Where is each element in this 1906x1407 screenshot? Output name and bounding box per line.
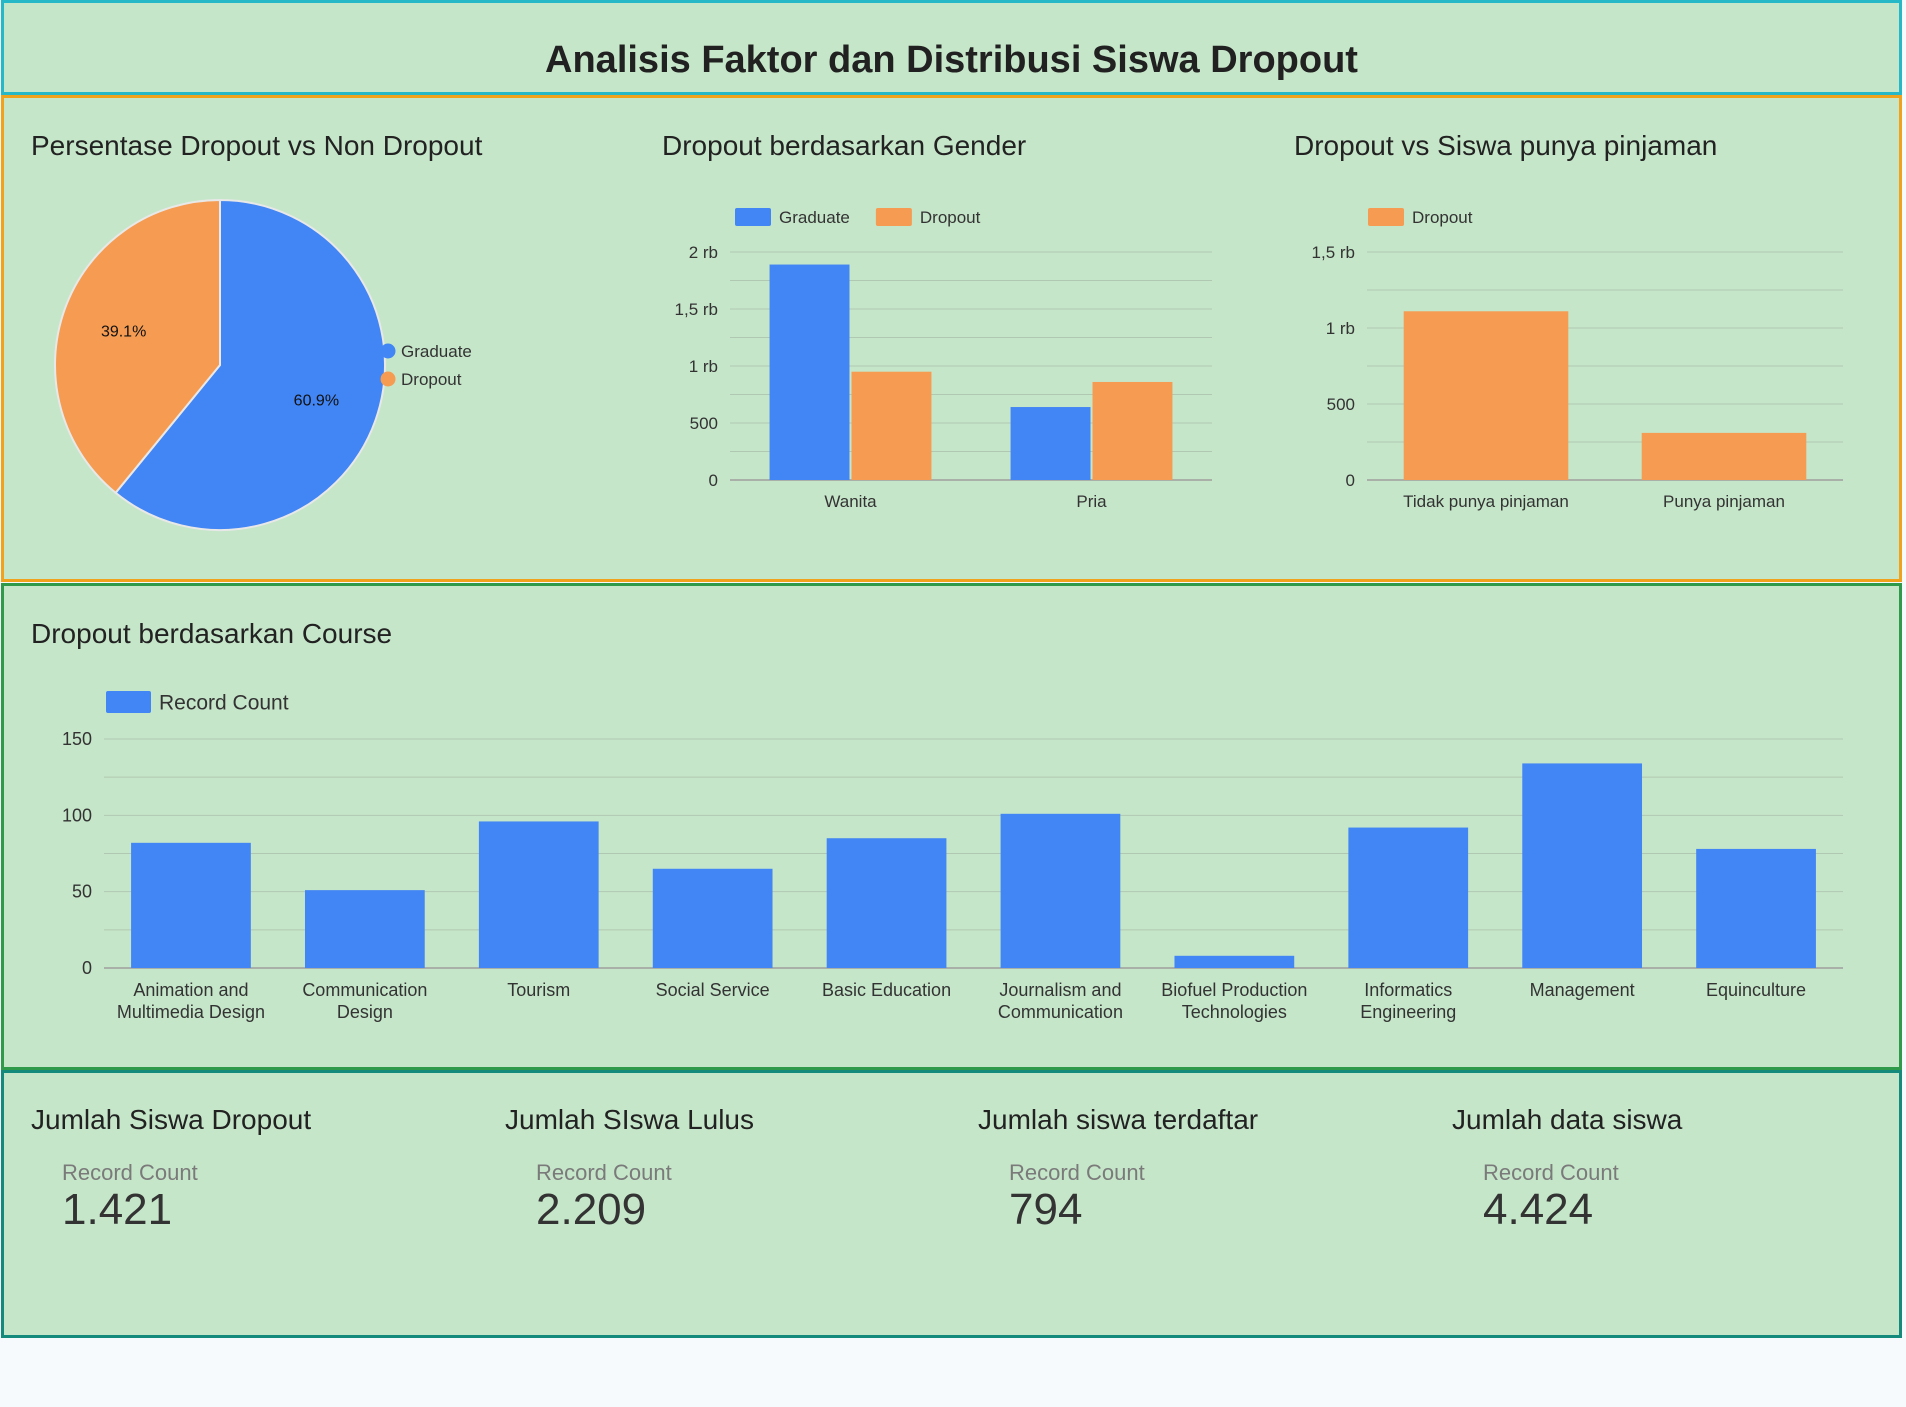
pie-legend-marker-dropout (380, 371, 396, 387)
pie-legend-label-dropout: Dropout (401, 370, 462, 389)
pie-slice-graduate (114, 198, 386, 531)
title-panel: Analisis Faktor dan Distribusi Siswa Dro… (1, 0, 1902, 95)
pie-label-graduate: 60.9% (294, 392, 339, 409)
bar-record-count-journalism-and-communication (1000, 813, 1121, 968)
bar-record-count-animation-and-multimedia-design (131, 842, 251, 968)
x-tick-label: Animation and (133, 980, 248, 1000)
scorecard-dropout-title: Jumlah Siswa Dropout (31, 1104, 312, 1135)
loan-bar-chart[interactable]: 0 500 1 rb 1,5 rb Tidak punya pinjaman Punya … (0, 0, 1906, 560)
x-tick-label: Communication (998, 1002, 1123, 1022)
bar-record-count-tourism (478, 821, 599, 968)
page-title: Analisis Faktor dan Distribusi Siswa Dro… (545, 39, 1358, 81)
x-tick-label: Communication (302, 980, 427, 1000)
legend-marker-dropout (1368, 208, 1404, 226)
y-tick-label: 0 (82, 958, 92, 978)
pie-legend-marker-graduate (380, 343, 396, 359)
x-tick-label: Multimedia Design (117, 1002, 265, 1022)
bar-dropout-punya-pinjaman (1641, 432, 1807, 480)
pie-legend-label-graduate: Graduate (401, 342, 472, 361)
pie-chart[interactable]: 60.9% 39.1% Graduate Dropout (0, 0, 620, 560)
x-tick-label: Management (1530, 980, 1635, 1000)
legend-label-dropout: Dropout (1412, 208, 1473, 227)
x-tick-label: Punya pinjaman (1663, 492, 1785, 511)
x-tick-label: Biofuel Production (1161, 980, 1307, 1000)
loan-chart-title: Dropout vs Siswa punya pinjaman (1294, 130, 1718, 161)
y-tick-label: 1 rb (689, 357, 718, 376)
bar-record-count-biofuel-production-technologies (1174, 955, 1295, 968)
x-tick-label: Design (337, 1002, 393, 1022)
bar-record-count-communication-design (304, 890, 425, 968)
legend-marker-graduate (735, 208, 771, 226)
x-tick-label: Technologies (1182, 1002, 1287, 1022)
bar-graduate-pria (1010, 407, 1091, 480)
y-tick-label: 100 (62, 805, 92, 825)
x-tick-label: Informatics (1364, 980, 1452, 1000)
pie-slice-dropout (54, 198, 221, 495)
legend-label-record-count: Record Count (159, 692, 289, 715)
x-tick-label: Engineering (1360, 1002, 1456, 1022)
scorecard-enrolled-title: Jumlah siswa terdaftar (978, 1104, 1259, 1135)
legend-marker-dropout (875, 208, 912, 226)
x-tick-label: Wanita (824, 492, 877, 511)
legend-marker-record-count (106, 691, 151, 713)
y-tick-label: 500 (1327, 395, 1355, 414)
y-tick-label: 50 (72, 882, 92, 902)
scorecard-total-title: Jumlah data siswa (1452, 1104, 1683, 1135)
x-tick-label: Social Service (656, 980, 770, 1000)
bar-dropout-wanita (851, 371, 932, 480)
bar-dropout-pria (1092, 381, 1173, 480)
y-tick-label: 500 (690, 414, 718, 433)
bar-record-count-basic-education (826, 838, 947, 968)
gender-chart-title: Dropout berdasarkan Gender (662, 130, 1027, 161)
scorecard-graduate-label: Record Count (536, 1160, 672, 1185)
y-tick-label: 1,5 rb (675, 300, 718, 319)
scorecard-enrolled-label: Record Count (1009, 1160, 1145, 1185)
y-tick-label: 150 (62, 729, 92, 749)
course-chart-title: Dropout berdasarkan Course (31, 618, 393, 649)
y-tick-label: 0 (1346, 471, 1355, 490)
bar-record-count-equinculture (1696, 848, 1816, 968)
x-tick-label: Pria (1076, 492, 1107, 511)
bar-record-count-social-service (652, 868, 773, 968)
x-tick-label: Basic Education (822, 980, 951, 1000)
scorecard-total-value: 4.424 (1483, 1185, 1594, 1234)
pie-chart-title: Persentase Dropout vs Non Dropout (31, 130, 483, 161)
bar-record-count-informatics-engineering (1348, 827, 1469, 968)
pie-label-dropout: 39.1% (101, 324, 146, 341)
bar-dropout-tidak-punya-pinjaman (1403, 311, 1569, 480)
scorecard-total-label: Record Count (1483, 1160, 1619, 1185)
scorecard-dropout-value: 1.421 (62, 1185, 173, 1234)
legend-label-graduate: Graduate (779, 208, 850, 227)
x-tick-label: Equinculture (1706, 980, 1806, 1000)
scorecard-graduate-value: 2.209 (536, 1185, 647, 1234)
x-tick-label: Tidak punya pinjaman (1403, 492, 1569, 511)
bar-record-count-management (1522, 763, 1643, 968)
y-tick-label: 1 rb (1326, 319, 1355, 338)
y-tick-label: 2 rb (689, 243, 718, 262)
y-tick-label: 0 (709, 471, 718, 490)
gender-bar-chart[interactable]: 0 500 1 rb 1,5 rb 2 rb Wanita Pria Graduate Drop… (0, 0, 1300, 560)
scorecards-panel (1, 1070, 1902, 1338)
y-tick-label: 1,5 rb (1312, 243, 1355, 262)
scorecard-enrolled-value: 794 (1009, 1185, 1083, 1234)
bar-graduate-wanita (769, 264, 850, 480)
scorecard-dropout-label: Record Count (62, 1160, 198, 1185)
scorecard-graduate-title: Jumlah SIswa Lulus (505, 1104, 755, 1135)
legend-label-dropout: Dropout (920, 208, 981, 227)
x-tick-label: Tourism (507, 980, 570, 1000)
x-tick-label: Journalism and (999, 980, 1121, 1000)
